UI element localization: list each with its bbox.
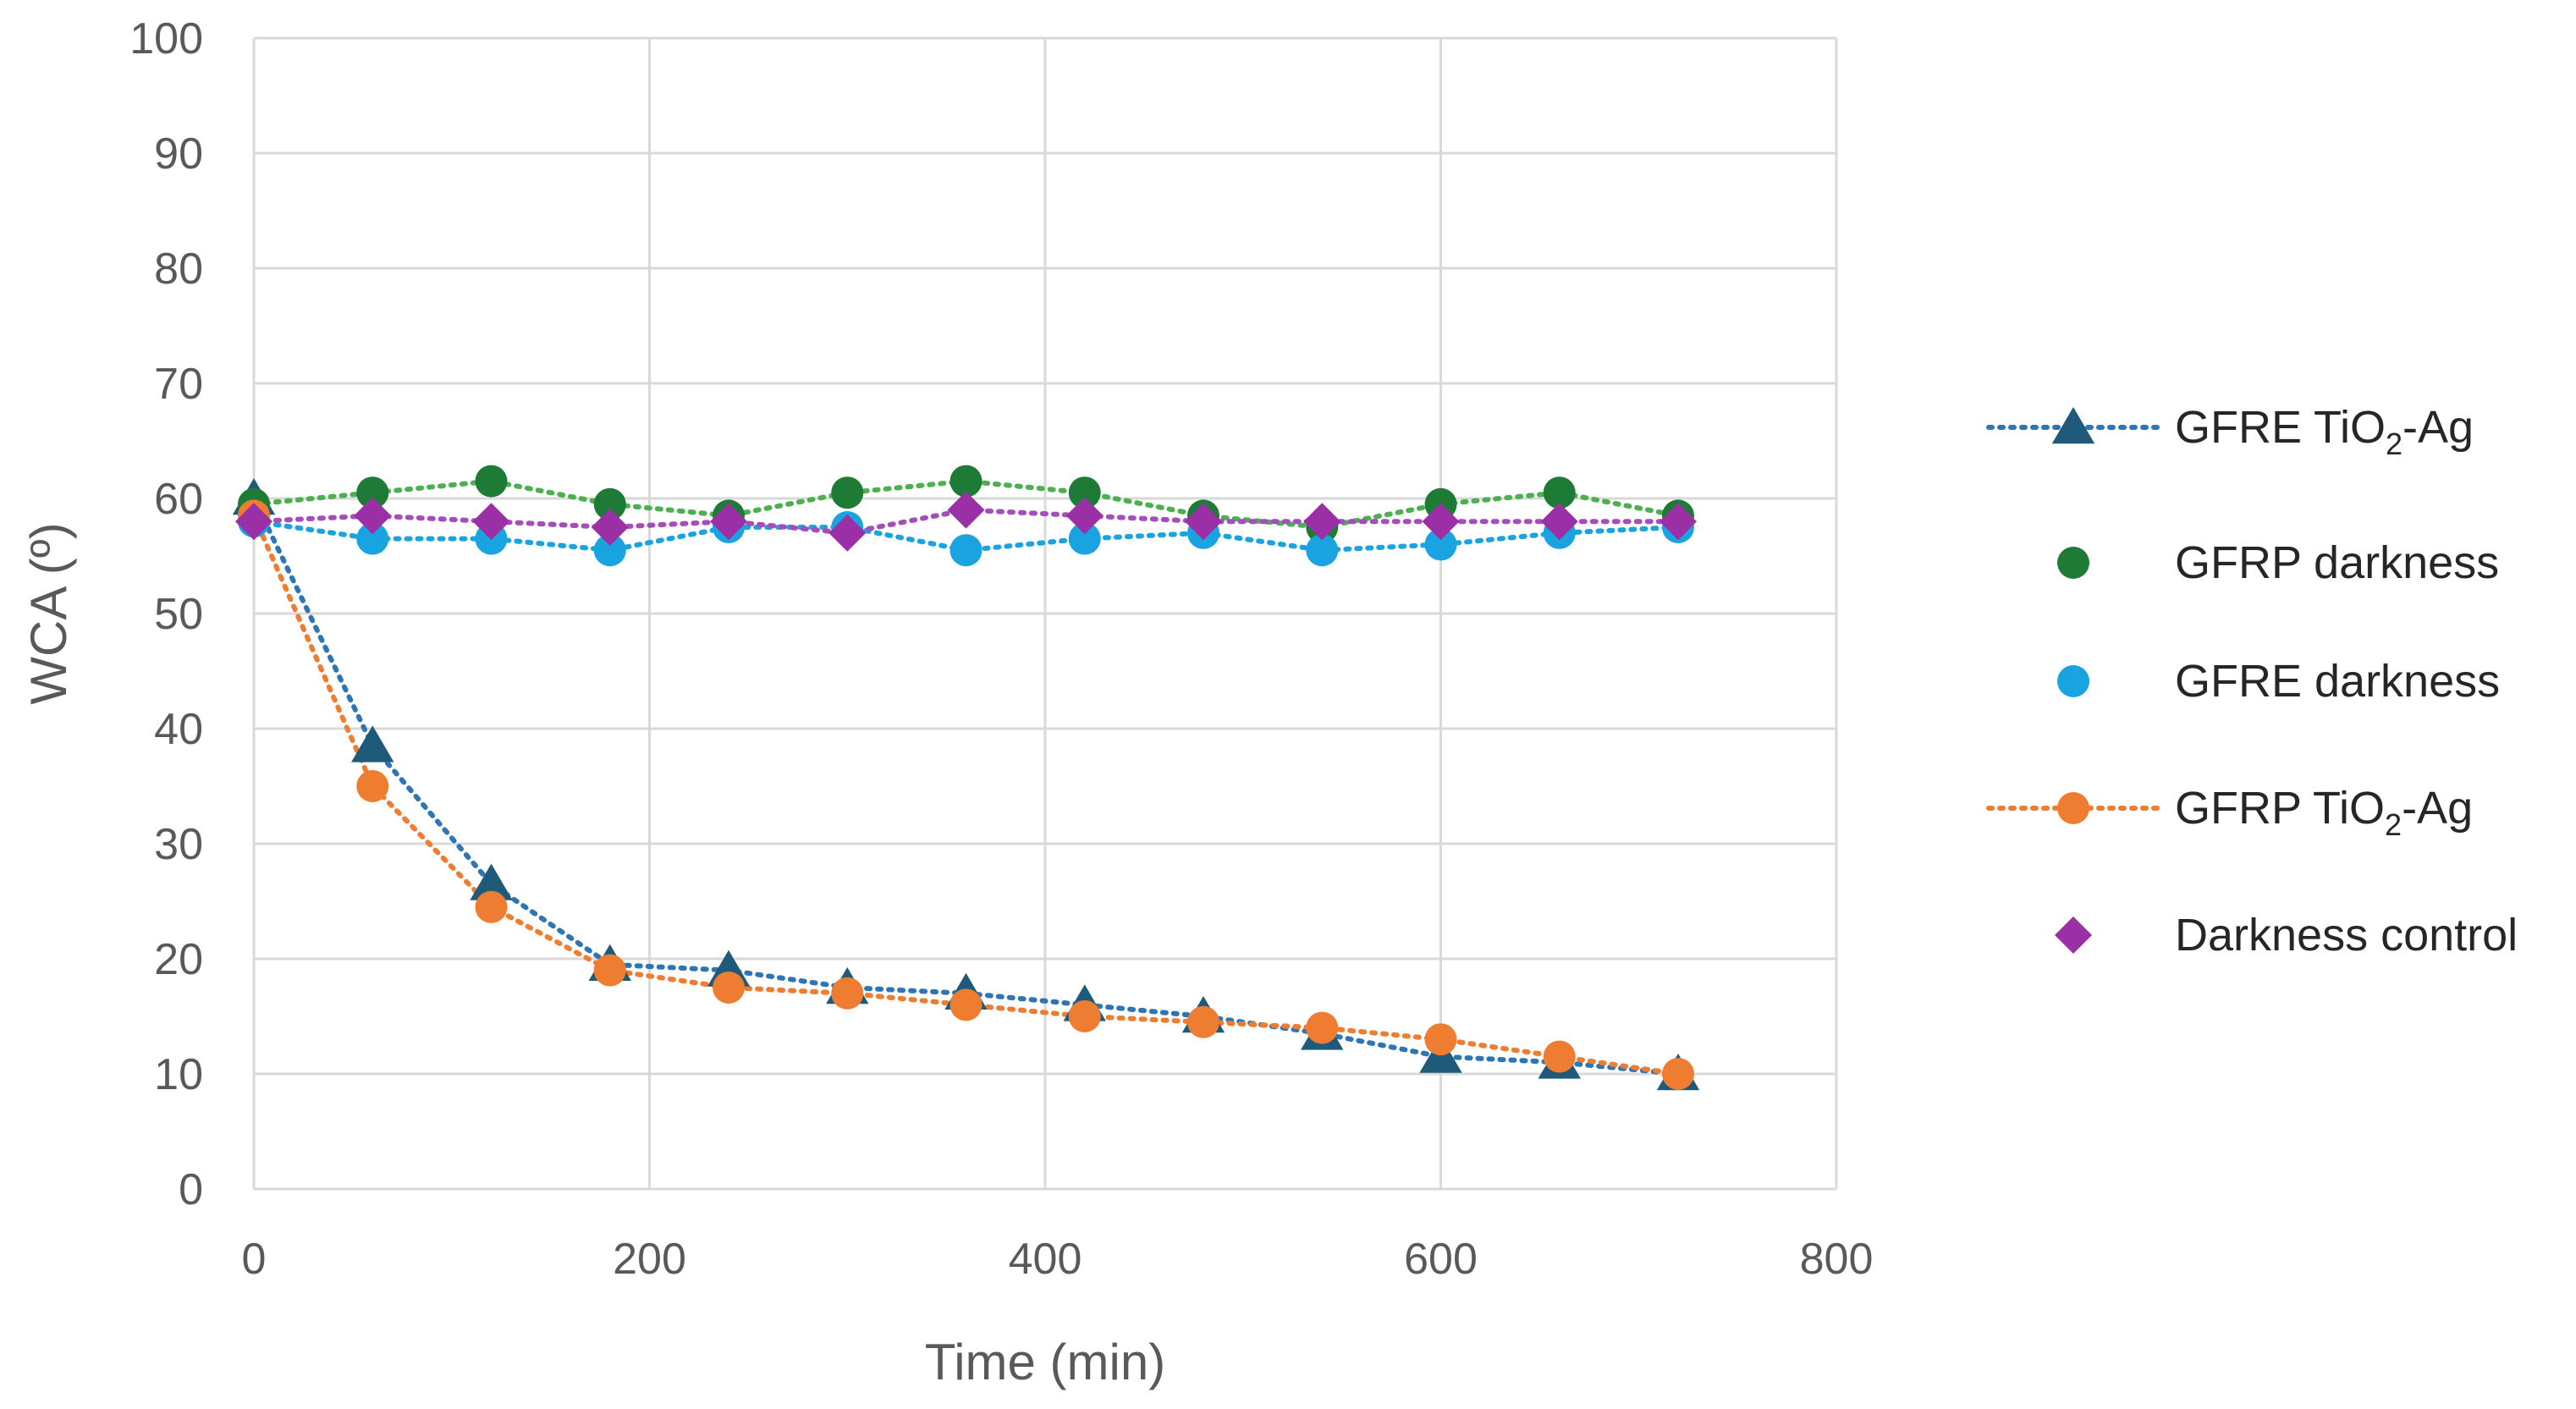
x-tick-label: 800 [1800,1235,1874,1284]
data-point-series-5 [1303,503,1341,541]
data-point-series-2 [1543,476,1576,509]
x-tick-label: 600 [1404,1235,1478,1284]
x-tick-label: 200 [613,1235,686,1284]
legend-item-4: GFRP TiO2-Ag [1986,783,2473,842]
legend-label-part: -Ag [2402,783,2473,834]
data-point-series-5 [1540,503,1578,541]
legend-item-3: GFRE darkness [2057,656,2500,707]
data-point-series-5 [354,497,392,535]
data-point-series-5 [1185,503,1222,541]
data-point-series-4 [1424,1023,1457,1056]
data-point-series-4 [1543,1040,1576,1073]
data-point-series-3 [949,534,983,567]
data-point-series-5 [235,503,272,541]
data-markers [232,465,1700,1091]
legend-marker [2057,547,2089,579]
legend-label: GFRP TiO2-Ag [2175,783,2473,842]
data-point-series-5 [1422,503,1460,541]
data-point-series-2 [949,465,983,498]
legend-label: GFRE TiO2-Ag [2175,402,2474,461]
data-point-series-5 [1660,503,1697,541]
data-point-series-4 [356,770,389,802]
data-point-series-1 [470,863,513,900]
legend-label-part: GFRE TiO [2175,402,2386,453]
legend-label: GFRP darkness [2175,537,2499,588]
data-point-series-4 [949,988,983,1021]
data-point-series-4 [1068,1000,1101,1032]
legend-item-1: GFRE TiO2-Ag [1986,402,2474,461]
legend-item-2: GFRP darkness [2057,537,2499,588]
data-point-series-3 [1068,522,1101,555]
y-tick-label: 100 [129,14,203,63]
y-tick-label: 50 [154,590,203,639]
data-point-series-4 [1662,1058,1694,1090]
data-point-series-4 [1187,1005,1219,1038]
data-point-series-5 [472,503,510,541]
data-point-series-5 [828,514,867,552]
data-point-series-4 [713,971,745,1004]
data-point-series-4 [475,890,508,923]
data-point-series-3 [1306,534,1339,567]
legend-marker [2057,792,2089,824]
data-point-series-5 [591,509,629,546]
data-point-series-4 [831,977,864,1010]
y-tick-label: 80 [154,245,203,294]
data-point-series-2 [356,476,389,509]
y-tick-label: 20 [154,935,203,984]
axes: 0 10 20 30 40 50 60 70 80 90 100 0 200 400 600 800 Time … [20,14,1873,1390]
y-tick-label: 0 [179,1165,203,1214]
data-point-series-5 [710,503,747,541]
data-point-series-3 [593,534,626,567]
x-tick-label: 0 [242,1235,267,1284]
y-tick-label: 40 [154,705,203,754]
legend-label: GFRE darkness [2175,656,2500,707]
legend-label-part: -Ag [2403,402,2474,453]
data-point-series-2 [593,487,626,520]
data-point-series-2 [1068,476,1101,509]
y-tick-label: 60 [154,475,203,524]
y-tick-label: 70 [154,360,203,409]
data-point-series-2 [475,465,508,498]
data-point-series-3 [356,522,389,555]
legend-label-subscript: 2 [2385,807,2402,842]
y-tick-label: 30 [154,820,203,869]
data-point-series-3 [1424,528,1457,561]
legend-marker [2051,407,2095,444]
legend-item-5: Darkness control [2055,910,2518,960]
legend-marker [2057,665,2089,697]
x-tick-label: 400 [1009,1235,1082,1284]
y-tick-label: 90 [154,129,203,179]
y-tick-label: 10 [154,1050,203,1099]
grid [252,36,1838,1191]
data-point-series-2 [831,476,864,509]
data-point-series-5 [947,491,985,529]
legend-label: Darkness control [2175,910,2518,960]
data-point-series-4 [1306,1011,1339,1044]
data-point-series-5 [1065,497,1104,535]
legend-label-subscript: 2 [2386,427,2403,461]
x-axis-title: Time (min) [925,1334,1165,1390]
y-axis-title: WCA (º) [20,522,77,704]
data-point-series-4 [593,954,626,987]
legend-marker [2055,916,2092,954]
legend-label-part: GFRP TiO [2175,783,2385,834]
data-point-series-1 [351,725,394,762]
